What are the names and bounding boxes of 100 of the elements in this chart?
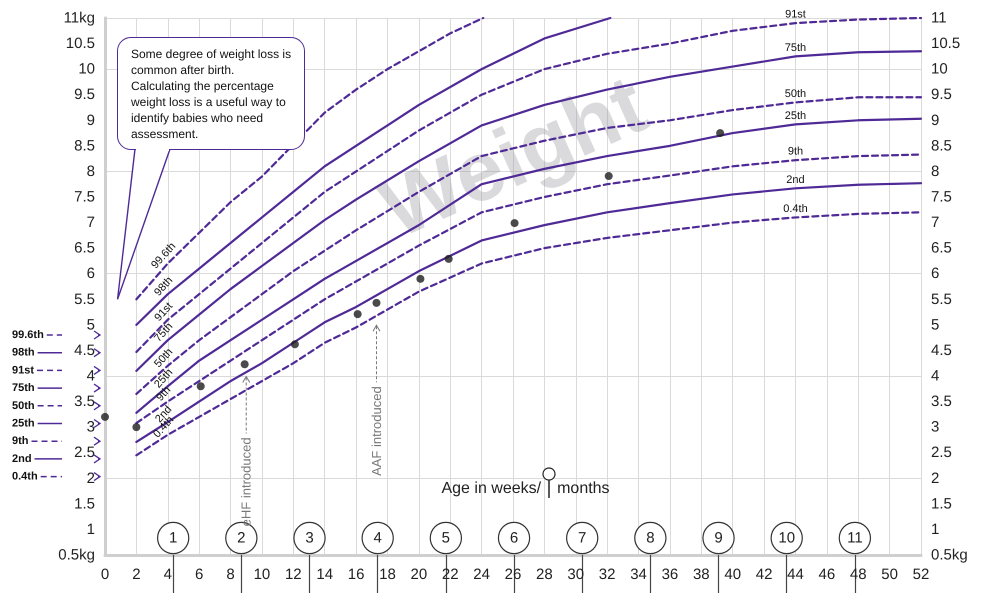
- y-tick-label: 6.5: [74, 240, 95, 257]
- x2-tick-label: 4: [374, 530, 382, 546]
- y2-tick-label: 2: [931, 470, 940, 487]
- x2-tick-label: 9: [714, 530, 723, 546]
- y2-tick-label: 5.5: [931, 290, 952, 308]
- x-tick-label: 42: [756, 566, 772, 583]
- y2-tick-label: 8: [931, 162, 940, 180]
- y2-tick-label: 1: [931, 520, 940, 538]
- annotation: AAF introduced: [368, 386, 384, 476]
- y2-tick-label: 7: [931, 214, 940, 232]
- y-tick-label: 1.5: [74, 495, 95, 512]
- y-tick-label: 8: [86, 162, 95, 180]
- y-tick-label: 6: [86, 265, 95, 282]
- point: [416, 274, 424, 283]
- x-tick-label: 2: [132, 566, 141, 583]
- text: 50th: [784, 88, 806, 100]
- y2-tick-label: 2.5: [931, 444, 952, 462]
- annotation: eHF introduced: [238, 437, 254, 526]
- y-tick-label: 7.5: [74, 188, 95, 206]
- x-tick-label: 0: [100, 566, 110, 583]
- y2-tick-label: 3.5: [931, 393, 952, 410]
- x2-tick-label: 5: [442, 530, 450, 546]
- legend-label: 98th: [12, 346, 35, 359]
- x-tick-label: 50: [881, 566, 898, 583]
- y2-tick-label: 3: [931, 418, 940, 436]
- x-tick-label: 20: [410, 566, 428, 583]
- text: 25th: [784, 110, 806, 122]
- legend-label: 9th: [12, 435, 29, 448]
- x2-tick-label: 2: [237, 530, 246, 546]
- text: 91st: [785, 8, 806, 21]
- x-tick-label: 8: [226, 566, 235, 583]
- y-tick-label: 2.5: [74, 444, 95, 462]
- legend-label: 0.4th: [12, 470, 38, 483]
- y2-tick-label: 6: [931, 265, 940, 282]
- x2-tick-label: 3: [305, 530, 314, 546]
- text: 75th: [784, 42, 806, 54]
- annotation: Some degree of weight loss is common after birth. Calculating the percentage weight loss is a useful way to identify babies who need assessment.: [131, 46, 292, 142]
- legend-label: 25th: [12, 418, 35, 430]
- point: [354, 310, 362, 318]
- x-tick-label: 14: [316, 566, 334, 583]
- y-tick-label: 11kg: [64, 10, 95, 26]
- x2-tick-label: 8: [646, 530, 655, 546]
- x-tick-label: 36: [662, 566, 678, 583]
- y-tick-label: 3.5: [74, 393, 95, 410]
- y2-tick-label: 5: [931, 316, 940, 334]
- x2-tick-label: 7: [578, 530, 586, 546]
- x-tick-label: 38: [692, 566, 710, 583]
- x-tick-label: 24: [473, 566, 490, 583]
- text: 50th: [152, 346, 176, 370]
- x-tick-label: 28: [536, 566, 553, 583]
- x-tick-label: 10: [254, 566, 270, 583]
- y2-tick-label: 4: [931, 368, 940, 384]
- x2-tick-label: 10: [778, 530, 796, 546]
- x-tick-label: 18: [379, 566, 396, 583]
- legend-label: 2nd: [12, 452, 32, 465]
- y-tick-label: 4.5: [74, 342, 95, 359]
- y-tick-label: 8.5: [74, 137, 95, 154]
- x-tick-label: 12: [284, 566, 302, 583]
- y-tick-label: 5.5: [74, 290, 95, 308]
- x-tick-label: 4: [164, 566, 172, 583]
- y2-tick-label: 11: [931, 10, 947, 26]
- text: 2nd: [786, 174, 805, 186]
- x-tick-label: 44: [787, 566, 804, 583]
- x-tick-label: 6: [194, 566, 204, 583]
- point: [132, 423, 140, 432]
- x2-tick-label: 1: [169, 530, 178, 546]
- point: [716, 129, 724, 138]
- x-tick-label: 32: [598, 566, 616, 583]
- y-tick-label: 10.5: [66, 35, 95, 52]
- y2-tick-label: 10.5: [931, 35, 960, 52]
- x-axis-title: Age in weeks/: [441, 480, 542, 498]
- x-tick-label: 52: [912, 566, 930, 583]
- y-tick-label: 9: [86, 112, 95, 129]
- text: 0.4th: [783, 202, 808, 215]
- y2-tick-label: 4.5: [931, 342, 952, 359]
- y2-tick-label: 9.5: [931, 86, 952, 104]
- text: 9th: [788, 146, 804, 158]
- legend-label: 91st: [12, 364, 34, 376]
- y2-tick-label: 8.5: [931, 137, 952, 154]
- legend-label: 99.6th: [12, 329, 44, 341]
- y-tick-label: 9.5: [74, 86, 95, 104]
- x-tick-label: 40: [724, 566, 742, 583]
- y-tick-label: 3: [86, 418, 95, 436]
- legend-label: 75th: [12, 382, 35, 394]
- x-tick-label: 34: [630, 566, 647, 583]
- x2-tick-label: 11: [847, 530, 863, 546]
- y-tick-label: 4: [86, 368, 95, 384]
- y-tick-label: 10: [78, 60, 95, 78]
- x2-tick-label: 6: [510, 530, 518, 546]
- y-tick-label: 1: [86, 520, 95, 538]
- y2-tick-label: 10: [931, 60, 948, 78]
- legend-label: 50th: [12, 400, 35, 412]
- y2-tick-label: 6.5: [931, 240, 952, 257]
- y-tick-label: 2: [86, 470, 95, 487]
- y2-tick-label: 9: [931, 112, 940, 129]
- y-tick-label: 0.5kg: [58, 546, 95, 564]
- text: 98th: [152, 274, 176, 298]
- y2-tick-label: 1.5: [931, 495, 952, 512]
- y2-tick-label: 0.5kg: [931, 546, 968, 564]
- y-tick-label: 7: [86, 214, 95, 232]
